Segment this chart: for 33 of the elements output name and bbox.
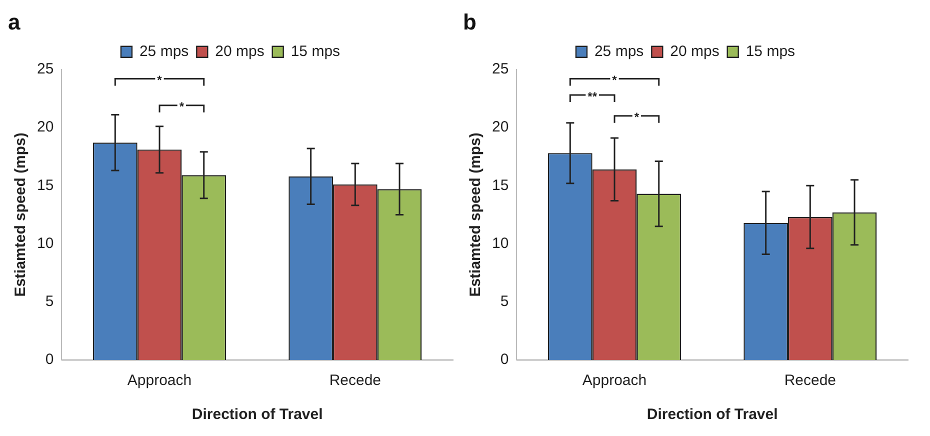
legend-label: 15 mps xyxy=(746,43,796,60)
y-tick-label: 0 xyxy=(45,351,54,368)
y-tick-label: 25 xyxy=(36,60,54,78)
y-tick-label: 15 xyxy=(492,176,509,194)
y-tick-label: 5 xyxy=(500,293,509,310)
x-axis-title: Direction of Travel xyxy=(646,406,778,424)
y-tick-label: 10 xyxy=(36,234,54,252)
x-tick-label: Approach xyxy=(127,372,192,390)
y-tick-label: 0 xyxy=(500,351,509,368)
y-axis-title: Estiamted speed (mps) xyxy=(12,132,30,297)
legend-label: 20 mps xyxy=(670,43,720,60)
y-tick-label: 25 xyxy=(492,60,509,78)
y-tick-label: 5 xyxy=(45,293,54,310)
legend-label: 20 mps xyxy=(215,43,264,60)
chart-title: a xyxy=(8,9,21,34)
y-tick-label: 15 xyxy=(36,176,54,194)
x-tick-label: Approach xyxy=(582,372,647,390)
y-tick-label: 20 xyxy=(492,118,509,136)
annotation: * xyxy=(612,73,618,88)
annotation: * xyxy=(157,73,162,88)
legend-label: 25 mps xyxy=(594,43,644,60)
y-tick-label: 10 xyxy=(492,234,509,252)
chart-title: b xyxy=(463,9,476,34)
x-axis-title: Direction of Travel xyxy=(192,406,323,424)
x-tick-label: Recede xyxy=(784,372,836,390)
legend-label: 15 mps xyxy=(290,43,340,60)
x-tick-label: Recede xyxy=(329,372,382,390)
annotation: * xyxy=(179,100,184,114)
annotation: ** xyxy=(588,89,598,104)
y-axis-title: Estiamted speed (mps) xyxy=(467,132,484,297)
legend-label: 25 mps xyxy=(139,43,189,60)
y-tick-label: 20 xyxy=(36,118,54,136)
annotation: * xyxy=(634,110,640,124)
